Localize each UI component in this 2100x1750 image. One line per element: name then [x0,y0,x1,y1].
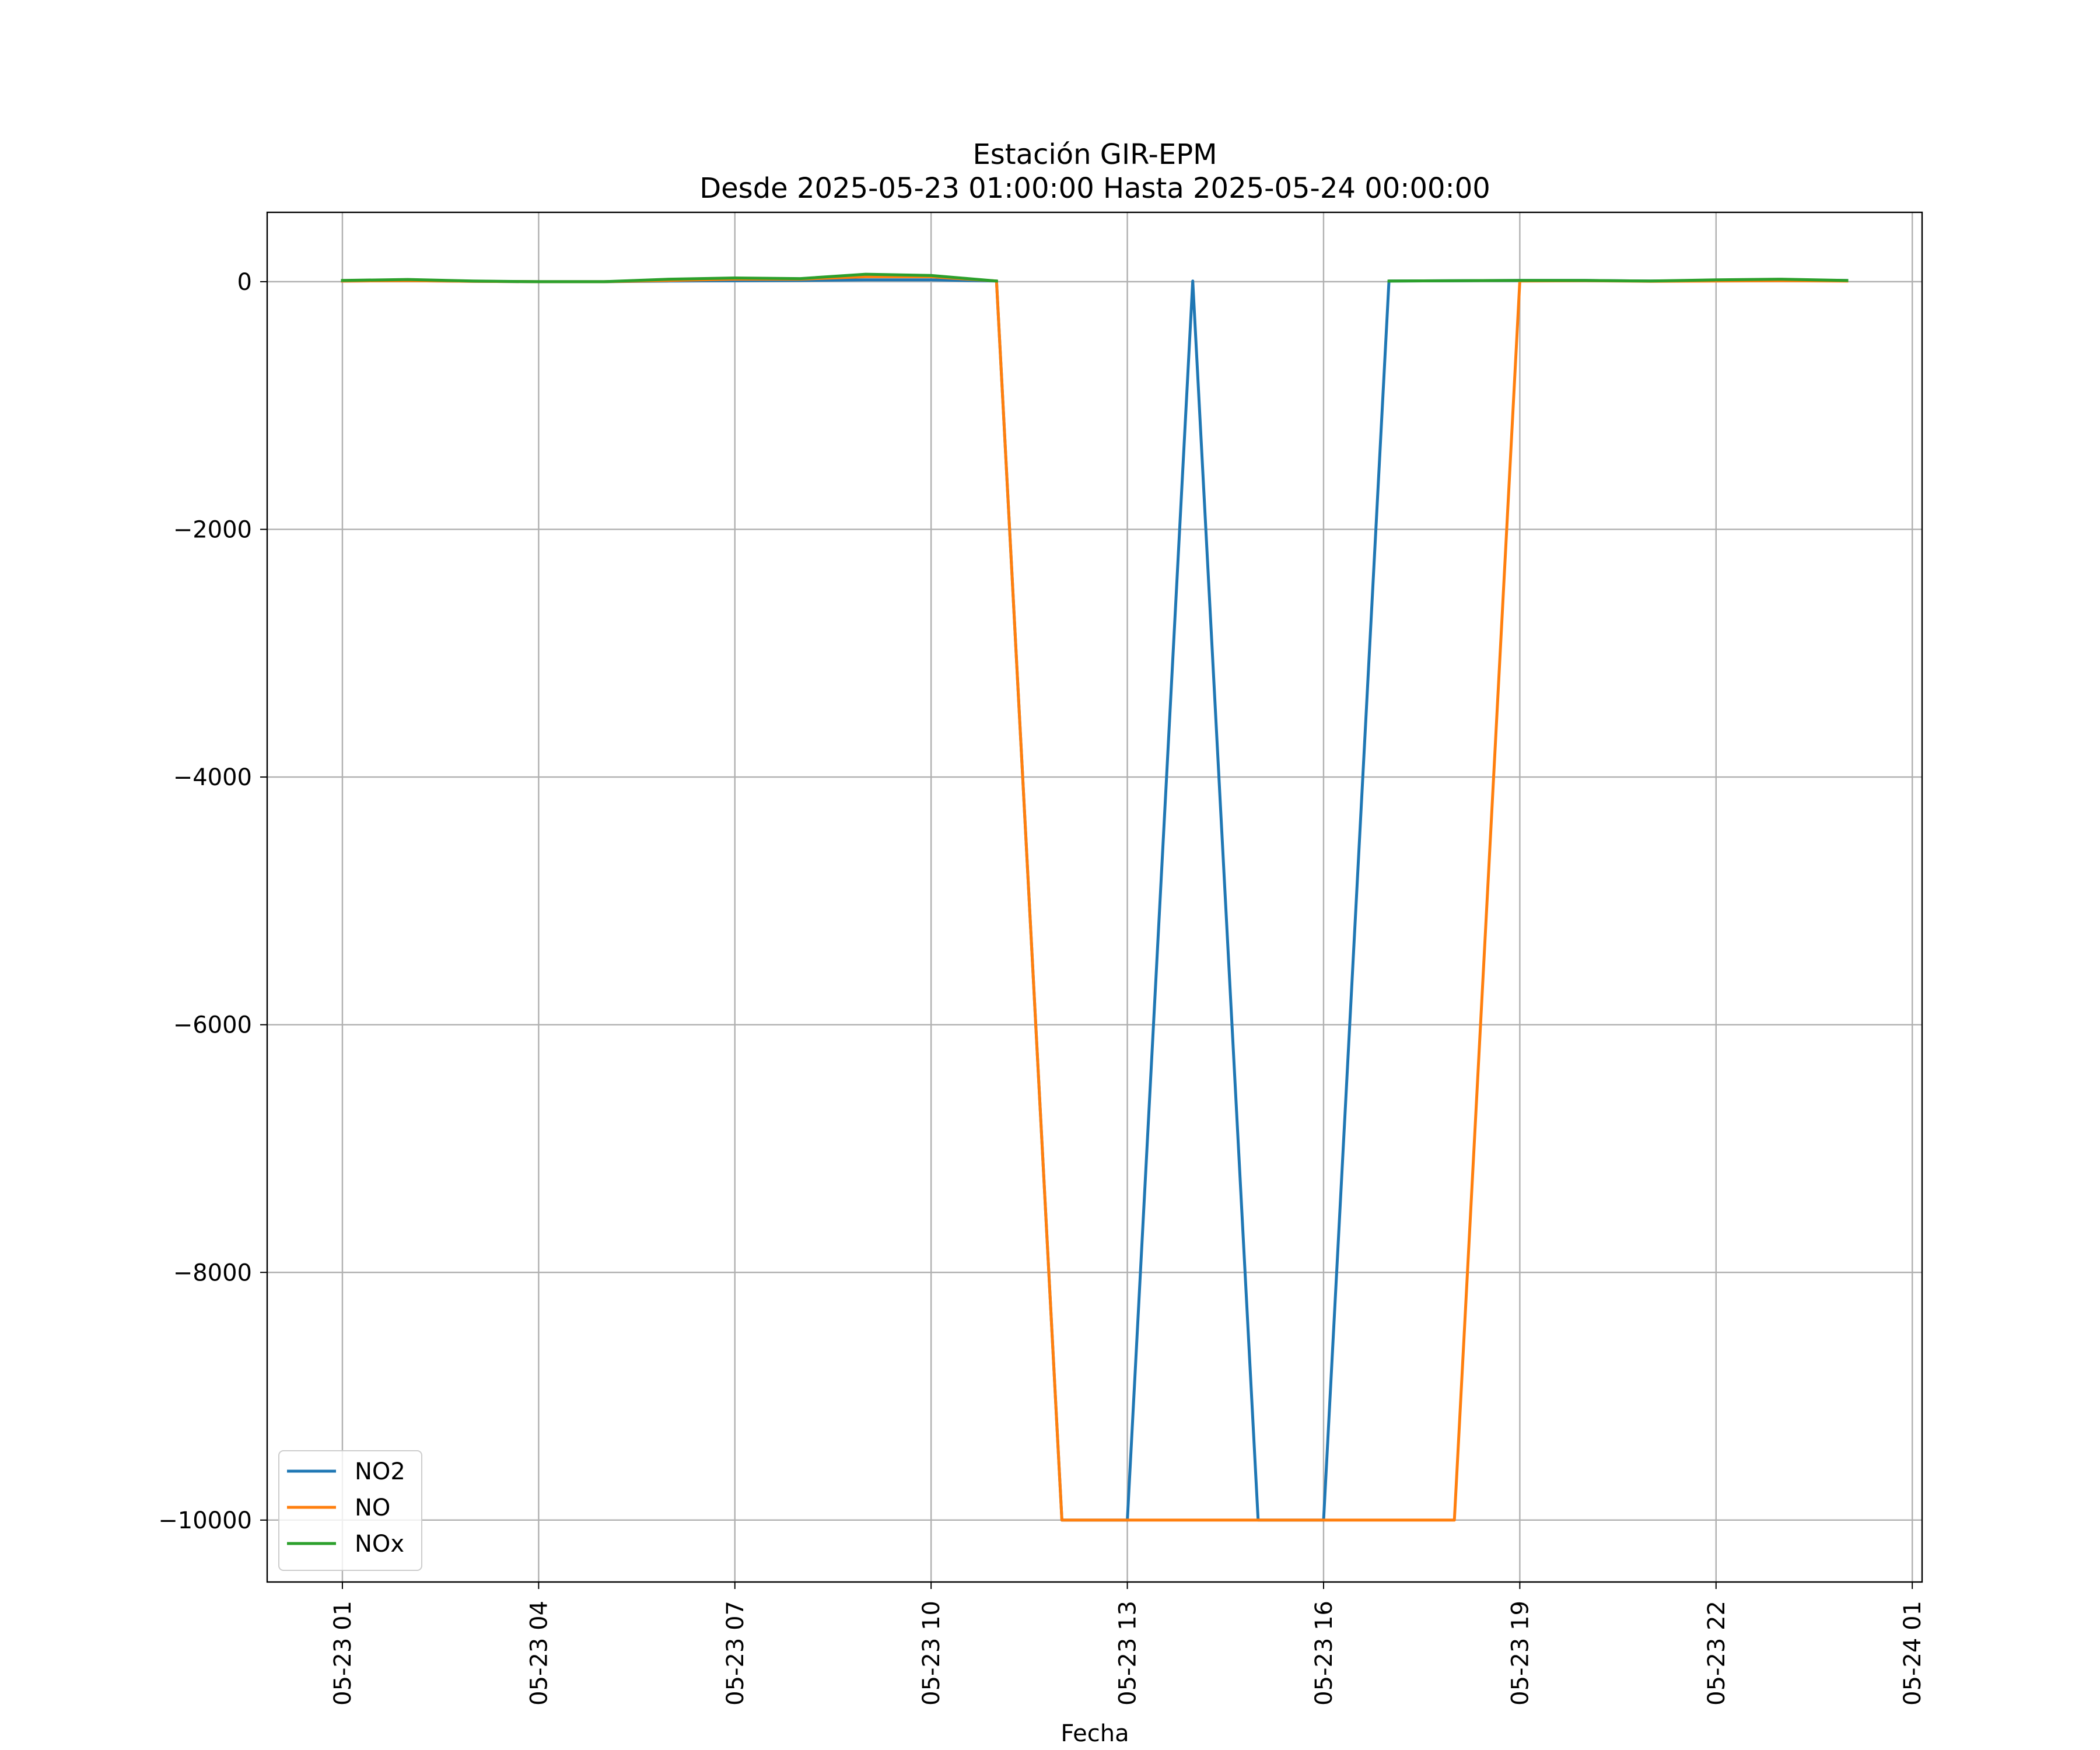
chart-title: Estación GIR-EPM [972,138,1217,171]
x-tick-label: 05-23 10 [918,1601,945,1706]
chart-subtitle: Desde 2025-05-23 01:00:00 Hasta 2025-05-… [699,172,1490,205]
series-line-nox [341,272,999,284]
series-lines [341,272,1849,1522]
y-tick-label: −10000 [158,1507,252,1534]
legend: NO2 NO NOx [278,1450,422,1571]
x-tick-label: 05-23 04 [526,1601,552,1706]
series-line-nox [1387,278,1849,283]
legend-box [278,1450,422,1571]
y-tick-label: −2000 [173,516,252,543]
y-tick-label: 0 [237,269,252,296]
y-tick-label: −8000 [173,1259,252,1286]
legend-label-no: NO [355,1494,390,1521]
x-axis-label: Fecha [1060,1720,1129,1747]
x-tick-label: 05-23 22 [1703,1601,1730,1706]
y-tick-label: −4000 [173,764,252,791]
x-tick-label: 05-23 19 [1507,1601,1534,1706]
legend-label-no2: NO2 [355,1458,405,1485]
axis-ticks: 05-23 01 05-23 04 05-23 07 05-23 10 05-23 13… [158,269,1926,1706]
x-tick-label: 05-23 01 [330,1601,356,1706]
x-tick-label: 05-23 07 [722,1601,749,1706]
y-tick-label: −6000 [173,1012,252,1039]
plot-frame [266,211,1923,1583]
x-tick-label: 05-23 16 [1311,1601,1338,1706]
x-tick-label: 05-24 01 [1899,1601,1926,1706]
legend-label-nox: NOx [355,1531,404,1558]
x-tick-label: 05-23 13 [1115,1601,1142,1706]
